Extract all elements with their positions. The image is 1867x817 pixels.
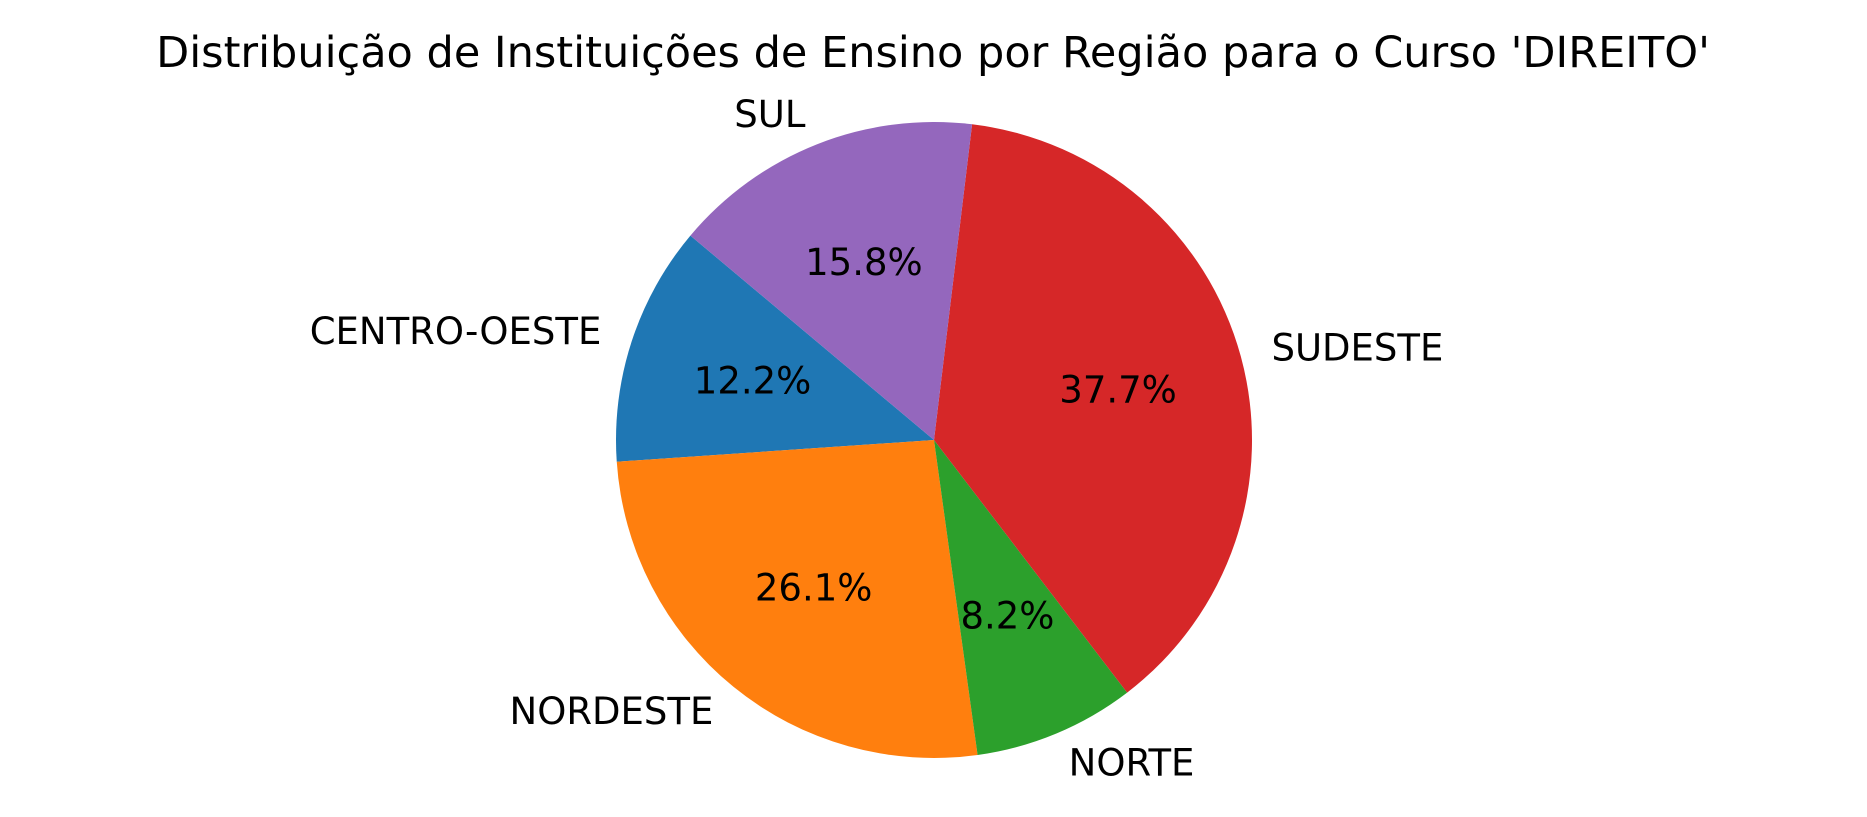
slice-label-sul: SUL: [734, 93, 806, 136]
pct-label-norte: 8.2%: [960, 595, 1054, 638]
pie-slice-centro-oeste: [616, 235, 934, 462]
labels-layer: 12.2% CENTRO-OESTE 26.1% NORDESTE 8.2% NORTE 3…: [310, 93, 1444, 784]
slices-layer: [616, 122, 1252, 758]
pct-label-nordeste: 26.1%: [755, 567, 873, 610]
pie-slice-norte: [934, 440, 1128, 755]
pie-slice-sul: [690, 122, 973, 440]
slice-label-norte: NORTE: [1069, 741, 1195, 784]
pie-slice-sudeste: [934, 124, 1252, 693]
slice-label-sudeste: SUDESTE: [1271, 326, 1443, 369]
pct-label-centro-oeste: 12.2%: [694, 359, 812, 402]
pct-label-sul: 15.8%: [805, 241, 923, 284]
slice-label-centro-oeste: CENTRO-OESTE: [310, 310, 602, 353]
pie-slice-nordeste: [616, 440, 978, 758]
slice-label-nordeste: NORDESTE: [510, 690, 714, 733]
chart-title: Distribuição de Instituições de Ensino p…: [156, 28, 1710, 78]
pct-label-sudeste: 37.7%: [1059, 368, 1177, 411]
